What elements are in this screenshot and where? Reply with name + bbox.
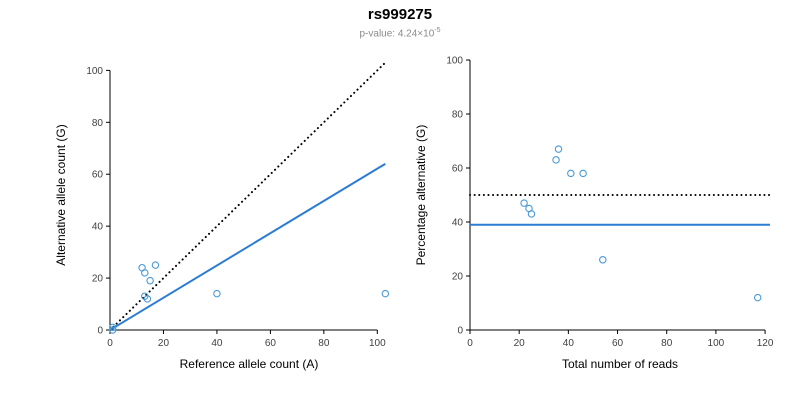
data-point [146, 276, 154, 285]
y-tick-label: 40 [452, 218, 464, 229]
x-tick-label: 0 [107, 338, 113, 349]
data-point [527, 210, 536, 218]
data-point [579, 169, 587, 178]
pvalue-exponent: -5 [434, 27, 441, 34]
data-point [552, 156, 560, 164]
figure-subtitle: p-value: 4.24×10-5 [0, 24, 800, 40]
identity-line [109, 61, 387, 331]
data-point [520, 199, 528, 207]
x-tick-label: 40 [563, 338, 575, 349]
pvalue-text: p-value: 4.24×10 [359, 28, 435, 40]
y-tick-label: 60 [92, 170, 104, 181]
y-tick-label: 0 [457, 326, 463, 337]
x-axis-title: Reference allele count (A) [180, 357, 319, 371]
figure-title: rs999275 [367, 6, 433, 23]
y-axis-title: Alternative allele count (G) [54, 124, 68, 265]
data-point [213, 289, 221, 298]
data-point [599, 256, 607, 264]
data-point [108, 323, 117, 332]
figure-header: rs999275 p-value: 4.24×10-5 [0, 0, 800, 45]
y-tick-label: 40 [92, 222, 104, 233]
x-tick-label: 20 [158, 338, 170, 349]
x-tick-label: 20 [514, 338, 526, 349]
data-point [753, 293, 762, 302]
x-tick-label: 60 [265, 338, 277, 349]
charts-row: 0 20 40 60 80 100 0 20 40 60 80 100 Reference allele… [0, 45, 800, 400]
x-tick-label: 80 [318, 338, 330, 349]
x-tick-label: 100 [708, 338, 725, 349]
x-tick-label: 80 [661, 338, 673, 349]
x-tick-label: 0 [467, 338, 473, 349]
x-tick-label: 60 [612, 338, 624, 349]
y-tick-label: 0 [97, 326, 103, 337]
x-tick-label: 100 [369, 338, 386, 349]
x-axis-title: Total number of reads [562, 357, 678, 371]
data-point [567, 169, 575, 178]
y-tick-label: 60 [452, 164, 464, 175]
data-point [141, 269, 149, 277]
y-tick-label: 80 [452, 110, 464, 121]
data-point [554, 145, 563, 153]
x-tick-label: 40 [211, 338, 223, 349]
percentage-scatter-chart: 0 20 40 60 80 100 120 0 20 40 60 80 100 Total number … [414, 56, 774, 372]
allele-count-scatter-chart: 0 20 40 60 80 100 0 20 40 60 80 100 Reference allele… [54, 61, 390, 371]
data-point [143, 295, 152, 303]
regression-line [109, 162, 386, 331]
data-point [108, 326, 117, 334]
data-point [151, 261, 160, 269]
data-point [381, 289, 390, 298]
y-tick-label: 20 [92, 274, 104, 285]
y-tick-label: 100 [86, 66, 103, 77]
y-tick-label: 20 [452, 272, 464, 283]
y-axis-title: Percentage alternative (G) [414, 125, 428, 266]
x-tick-label: 120 [757, 338, 774, 349]
y-tick-label: 80 [92, 118, 104, 129]
y-tick-label: 100 [446, 56, 463, 67]
